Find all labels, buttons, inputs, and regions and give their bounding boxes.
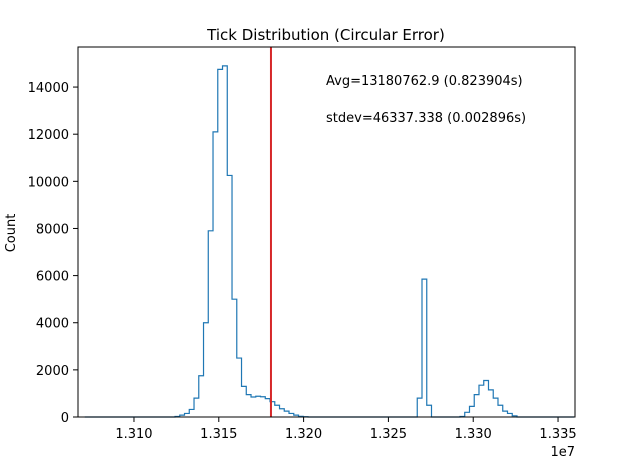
x-tick-label: 1.335 [539, 427, 576, 442]
x-tick-label: 1.310 [115, 427, 152, 442]
y-tick-label: 12000 [28, 128, 69, 143]
x-tick-label: 1.325 [370, 427, 407, 442]
plot-area [78, 47, 575, 417]
y-tick-label: 8000 [36, 222, 69, 237]
x-tick-label: 1.330 [455, 427, 492, 442]
y-tick-label: 4000 [36, 317, 69, 332]
y-tick-label: 0 [61, 411, 69, 426]
chart-title: Tick Distribution (Circular Error) [206, 26, 445, 44]
stdev-annotation: stdev=46337.338 (0.002896s) [326, 111, 526, 126]
avg-annotation: Avg=13180762.9 (0.823904s) [326, 74, 523, 89]
y-tick-label: 6000 [36, 270, 69, 285]
y-axis-label: Count [4, 214, 19, 253]
y-axis: 0 2000 4000 6000 8000 10000 12000 14000 [28, 81, 78, 426]
x-tick-label: 1.315 [200, 427, 237, 442]
plot-frame [77, 46, 576, 418]
y-tick-label: 10000 [28, 175, 69, 190]
x-axis: 1.310 1.315 1.320 1.325 1.330 1.335 [115, 417, 577, 442]
y-tick-label: 2000 [36, 364, 69, 379]
x-offset-label: 1e7 [550, 445, 575, 460]
x-tick-label: 1.320 [285, 427, 322, 442]
y-tick-label: 14000 [28, 81, 69, 96]
